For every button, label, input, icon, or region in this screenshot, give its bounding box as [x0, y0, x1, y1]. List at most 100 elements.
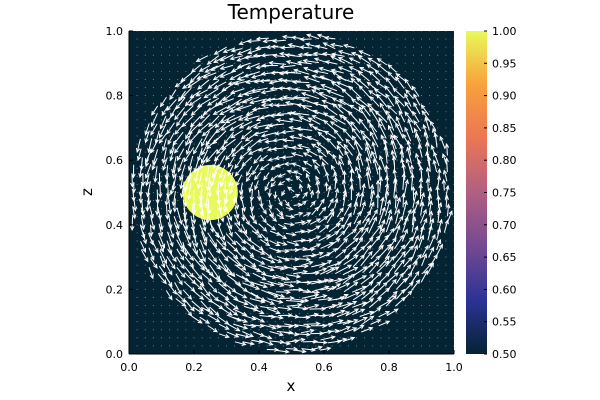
velocity-arrow — [387, 290, 398, 301]
grid-dot — [445, 111, 447, 113]
grid-dot — [404, 321, 406, 323]
velocity-arrow — [404, 111, 414, 123]
grid-dot — [185, 264, 187, 266]
velocity-arrow — [336, 144, 344, 157]
grid-dot — [429, 38, 431, 40]
grid-dot — [429, 103, 431, 105]
grid-dot — [234, 62, 236, 64]
grid-dot — [234, 264, 236, 266]
velocity-arrow — [271, 38, 286, 44]
velocity-arrow — [422, 123, 429, 139]
grid-dot — [160, 78, 163, 80]
grid-dot — [315, 95, 317, 97]
grid-dot — [225, 313, 228, 315]
velocity-arrow — [131, 164, 136, 179]
grid-dot — [282, 200, 284, 202]
velocity-arrow — [307, 117, 321, 125]
velocity-arrow — [243, 256, 257, 268]
grid-dot — [242, 264, 244, 266]
colorbar-tick-label: 1.00 — [492, 25, 517, 38]
grid-dot — [209, 337, 211, 339]
grid-dot — [274, 159, 276, 161]
grid-dot — [299, 329, 301, 331]
velocity-arrow — [176, 248, 185, 261]
grid-dot — [412, 248, 414, 250]
grid-dot — [242, 111, 244, 113]
velocity-arrow — [352, 301, 368, 308]
velocity-arrow — [255, 36, 269, 41]
velocity-arrow — [201, 123, 217, 137]
grid-dot — [250, 345, 252, 347]
velocity-arrow — [277, 197, 283, 207]
grid-dot — [388, 62, 390, 64]
x-tick-label: 0.6 — [315, 361, 333, 374]
velocity-arrow — [268, 79, 285, 85]
grid-dot — [242, 151, 244, 153]
grid-dot — [282, 208, 284, 210]
grid-dot — [453, 167, 454, 169]
velocity-arrow — [334, 187, 340, 199]
grid-dot — [185, 296, 187, 299]
grid-dot — [445, 345, 447, 347]
grid-dot — [209, 321, 211, 323]
velocity-arrow — [285, 206, 294, 211]
velocity-arrow — [275, 118, 293, 123]
grid-dot — [404, 159, 406, 161]
grid-dot — [185, 70, 187, 72]
grid-dot — [177, 119, 179, 121]
grid-dot — [412, 135, 414, 137]
velocity-arrow — [191, 300, 204, 312]
grid-dot — [445, 248, 447, 250]
velocity-arrow — [172, 198, 178, 213]
velocity-arrow — [246, 140, 259, 151]
grid-dot — [201, 46, 203, 48]
velocity-arrow — [401, 228, 408, 242]
grid-dot — [437, 216, 439, 218]
velocity-arrow — [311, 74, 330, 81]
grid-dot — [372, 119, 374, 121]
velocity-arrow — [301, 166, 311, 175]
grid-dot — [364, 143, 366, 145]
velocity-arrow — [151, 158, 158, 171]
grid-dot — [136, 95, 138, 97]
velocity-arrow — [351, 127, 362, 141]
velocity-arrow — [176, 207, 183, 226]
grid-dot — [372, 208, 374, 210]
velocity-arrow — [166, 181, 171, 199]
grid-dot — [209, 135, 211, 137]
velocity-arrow — [293, 298, 310, 303]
grid-dot — [290, 95, 293, 97]
velocity-arrow — [414, 152, 420, 167]
velocity-arrow — [350, 98, 364, 108]
velocity-arrow — [292, 95, 310, 100]
velocity-arrow — [284, 331, 300, 337]
velocity-arrow — [358, 50, 371, 57]
grid-dot — [144, 111, 146, 113]
grid-dot — [445, 54, 447, 56]
grid-dot — [307, 70, 309, 72]
grid-dot — [217, 135, 219, 137]
grid-dot — [453, 159, 454, 161]
velocity-arrow — [317, 131, 328, 141]
velocity-arrow — [347, 110, 361, 125]
velocity-arrow — [184, 299, 195, 312]
velocity-arrow — [276, 241, 288, 246]
grid-dot — [315, 337, 317, 339]
grid-dot — [144, 280, 146, 282]
velocity-arrow — [268, 214, 278, 222]
grid-dot — [177, 175, 179, 177]
grid-dot — [339, 62, 341, 64]
velocity-arrow — [269, 174, 279, 182]
grid-dot — [160, 151, 163, 153]
colorbar-ticks: 0.500.550.600.650.700.750.800.850.900.95… — [484, 25, 517, 361]
grid-dot — [429, 240, 431, 242]
grid-dot — [437, 305, 439, 307]
velocity-arrow — [302, 212, 312, 217]
grid-dot — [258, 175, 260, 177]
velocity-arrow — [207, 282, 218, 293]
grid-dot — [380, 256, 382, 258]
velocity-arrow — [429, 120, 437, 131]
grid-dot — [364, 288, 366, 290]
velocity-arrow — [260, 89, 278, 95]
grid-dot — [160, 159, 163, 161]
